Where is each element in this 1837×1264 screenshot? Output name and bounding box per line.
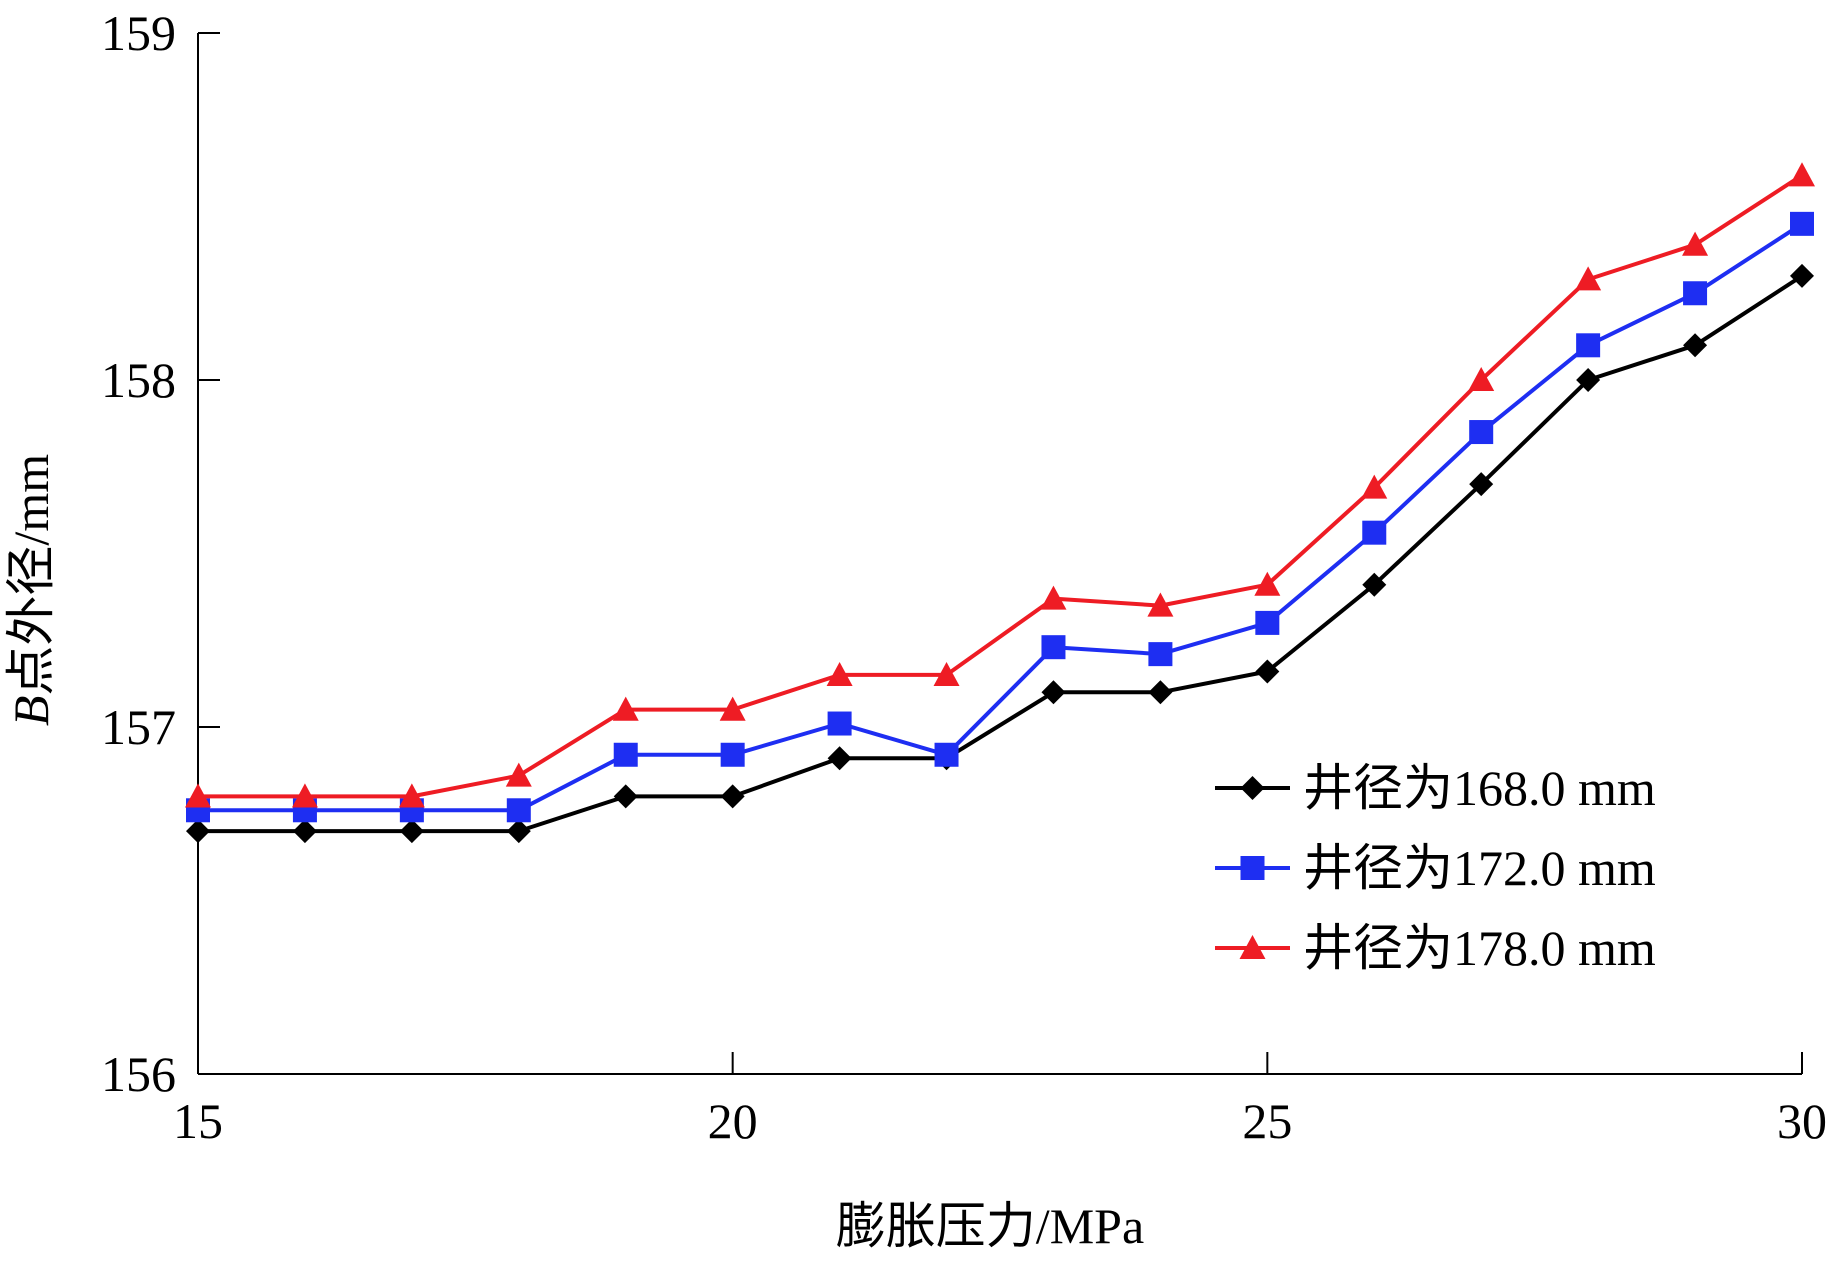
data-point <box>1254 571 1281 596</box>
data-point <box>827 711 852 736</box>
x-tick-label: 30 <box>1777 1093 1827 1149</box>
series-2 <box>186 211 1814 823</box>
legend-item: 井径为172.0 mm <box>1215 840 1656 896</box>
data-point <box>1682 231 1709 256</box>
y-axis-label-rest: 点外径/mm <box>3 454 59 696</box>
data-point <box>719 696 746 721</box>
series-3 <box>185 162 1815 808</box>
y-tick-label: 158 <box>101 352 176 408</box>
axes: 156 157 158 159 15 20 25 30 <box>101 5 1827 1149</box>
data-point <box>1576 333 1601 358</box>
data-point <box>826 661 853 686</box>
data-point <box>1683 333 1708 358</box>
series-line <box>198 222 1804 813</box>
data-point <box>1576 368 1601 392</box>
series-layer <box>185 162 1815 844</box>
data-point <box>399 819 424 844</box>
data-point <box>398 783 425 808</box>
data-point <box>1362 572 1387 597</box>
data-point <box>613 742 638 767</box>
data-point <box>1469 472 1494 497</box>
data-point <box>827 746 852 771</box>
data-point <box>1683 281 1708 306</box>
legend-label: 井径为172.0 mm <box>1303 840 1656 896</box>
data-point <box>1148 642 1173 667</box>
y-tick-label: 156 <box>101 1046 176 1102</box>
data-point <box>1361 474 1388 499</box>
data-point <box>613 784 638 809</box>
data-point <box>933 661 960 686</box>
y-tick-label: 157 <box>101 699 176 755</box>
x-axis-label: 膨胀压力/MPa <box>836 1198 1144 1254</box>
data-point <box>1147 592 1174 617</box>
data-point <box>1148 680 1173 705</box>
y-axis-label: B点外径/mm <box>3 454 59 726</box>
data-point <box>720 742 745 767</box>
data-point <box>1040 585 1067 610</box>
data-point <box>186 819 210 844</box>
data-point <box>506 798 531 823</box>
data-point <box>1790 211 1814 236</box>
data-point <box>1469 420 1494 445</box>
data-point <box>1468 367 1495 392</box>
x-tick-label: 20 <box>708 1093 758 1149</box>
series-line <box>198 274 1804 834</box>
x-tick-label: 25 <box>1242 1093 1292 1149</box>
data-point <box>1255 610 1280 635</box>
data-point <box>1255 659 1280 684</box>
data-point <box>612 696 639 721</box>
x-tick-label: 15 <box>173 1093 223 1149</box>
data-point <box>1362 520 1387 545</box>
data-point <box>1575 266 1602 291</box>
data-point <box>505 762 532 787</box>
data-point <box>934 742 959 767</box>
series-1 <box>186 263 1814 844</box>
y-tick-label: 159 <box>101 5 176 61</box>
legend-label: 井径为168.0 mm <box>1303 760 1656 816</box>
legend-marker <box>1240 776 1265 800</box>
data-point <box>1790 263 1814 288</box>
y-axis-label-italic: B <box>3 696 59 727</box>
data-point <box>291 783 318 808</box>
data-point <box>720 784 745 809</box>
legend: 井径为168.0 mm 井径为172.0 mm 井径为178.0 mm <box>1215 760 1656 976</box>
legend-item: 井径为178.0 mm <box>1215 920 1656 976</box>
data-point <box>1041 680 1066 705</box>
data-point <box>1789 162 1815 187</box>
legend-marker <box>1239 935 1266 960</box>
legend-label: 井径为178.0 mm <box>1303 920 1656 976</box>
data-point <box>506 819 531 844</box>
data-point <box>185 783 211 808</box>
legend-item: 井径为168.0 mm <box>1215 760 1656 816</box>
series-line <box>198 173 1804 799</box>
data-point <box>1041 635 1066 660</box>
data-point <box>292 819 317 844</box>
legend-marker <box>1240 856 1265 880</box>
